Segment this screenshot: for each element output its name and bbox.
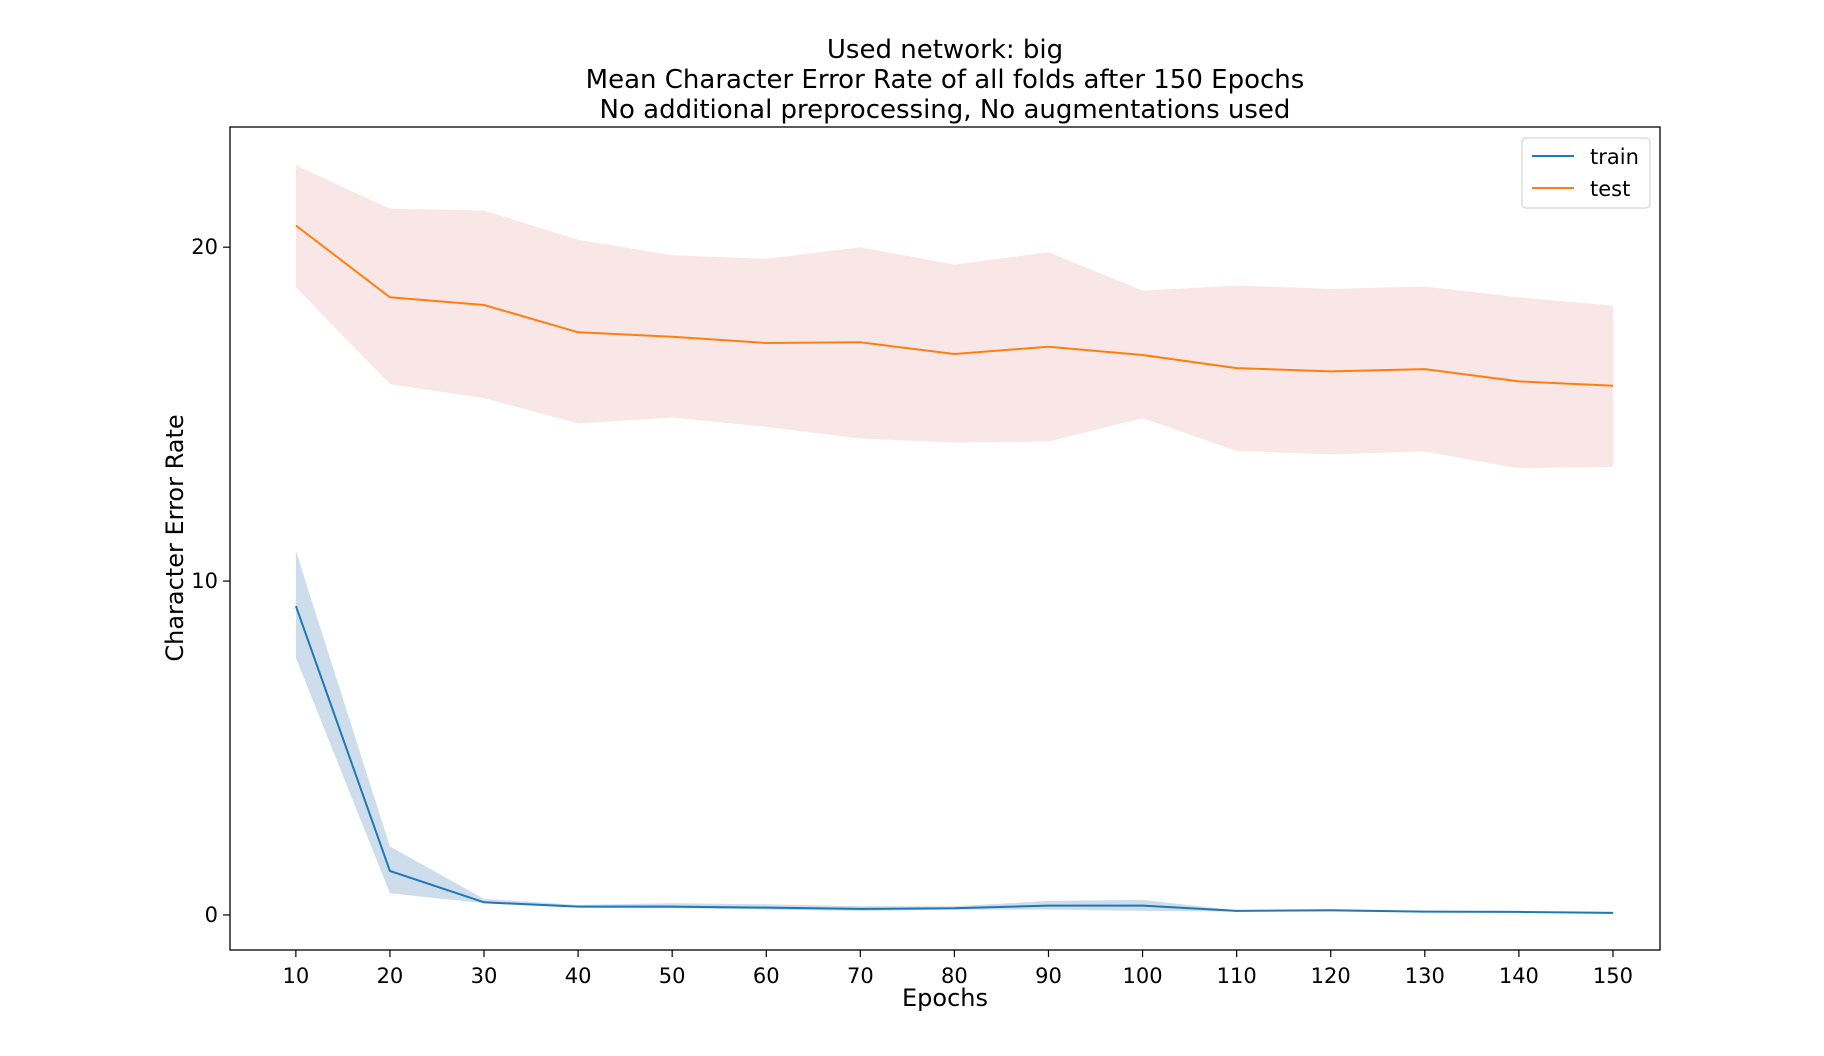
title-line-2: Mean Character Error Rate of all folds a… [586, 65, 1305, 95]
y-tick-label: 0 [205, 903, 218, 927]
y-axis-label: Character Error Rate [161, 414, 189, 661]
x-axis: 10 20 30 40 50 60 70 80 90 100 110 120 130 140 150 [282, 950, 1633, 988]
x-tick-label: 100 [1123, 964, 1163, 988]
band-train [295, 551, 1613, 914]
x-tick-label: 70 [847, 964, 874, 988]
x-tick-label: 10 [282, 964, 309, 988]
legend-label-train: train [1590, 145, 1639, 169]
legend: train test [1521, 137, 1651, 209]
x-tick-label: 140 [1499, 964, 1539, 988]
y-tick-label: 10 [191, 569, 218, 593]
title-line-1: Used network: big [827, 35, 1063, 65]
x-tick-label: 40 [565, 964, 592, 988]
y-tick-label: 20 [191, 235, 218, 259]
x-tick-label: 30 [471, 964, 498, 988]
x-tick-label: 110 [1217, 964, 1257, 988]
series-line-test [295, 224, 1614, 387]
chart-title: Used network: big Mean Character Error R… [586, 35, 1305, 125]
series-lines [294, 224, 1614, 914]
x-tick-label: 90 [1035, 964, 1062, 988]
x-tick-label: 60 [753, 964, 780, 988]
legend-label-test: test [1590, 177, 1630, 201]
x-tick-label: 80 [941, 964, 968, 988]
series-line-train [294, 605, 1614, 914]
band-test [295, 165, 1613, 469]
confidence-bands [295, 165, 1613, 914]
x-tick-label: 50 [659, 964, 686, 988]
x-tick-label: 130 [1405, 964, 1445, 988]
x-tick-label: 20 [377, 964, 404, 988]
plot-frame [229, 126, 1661, 951]
title-line-3: No additional preprocessing, No augmenta… [600, 95, 1291, 125]
y-axis: 0 10 20 [191, 235, 230, 927]
x-tick-label: 120 [1311, 964, 1351, 988]
x-axis-label: Epochs [902, 984, 988, 1012]
x-tick-label: 150 [1593, 964, 1633, 988]
